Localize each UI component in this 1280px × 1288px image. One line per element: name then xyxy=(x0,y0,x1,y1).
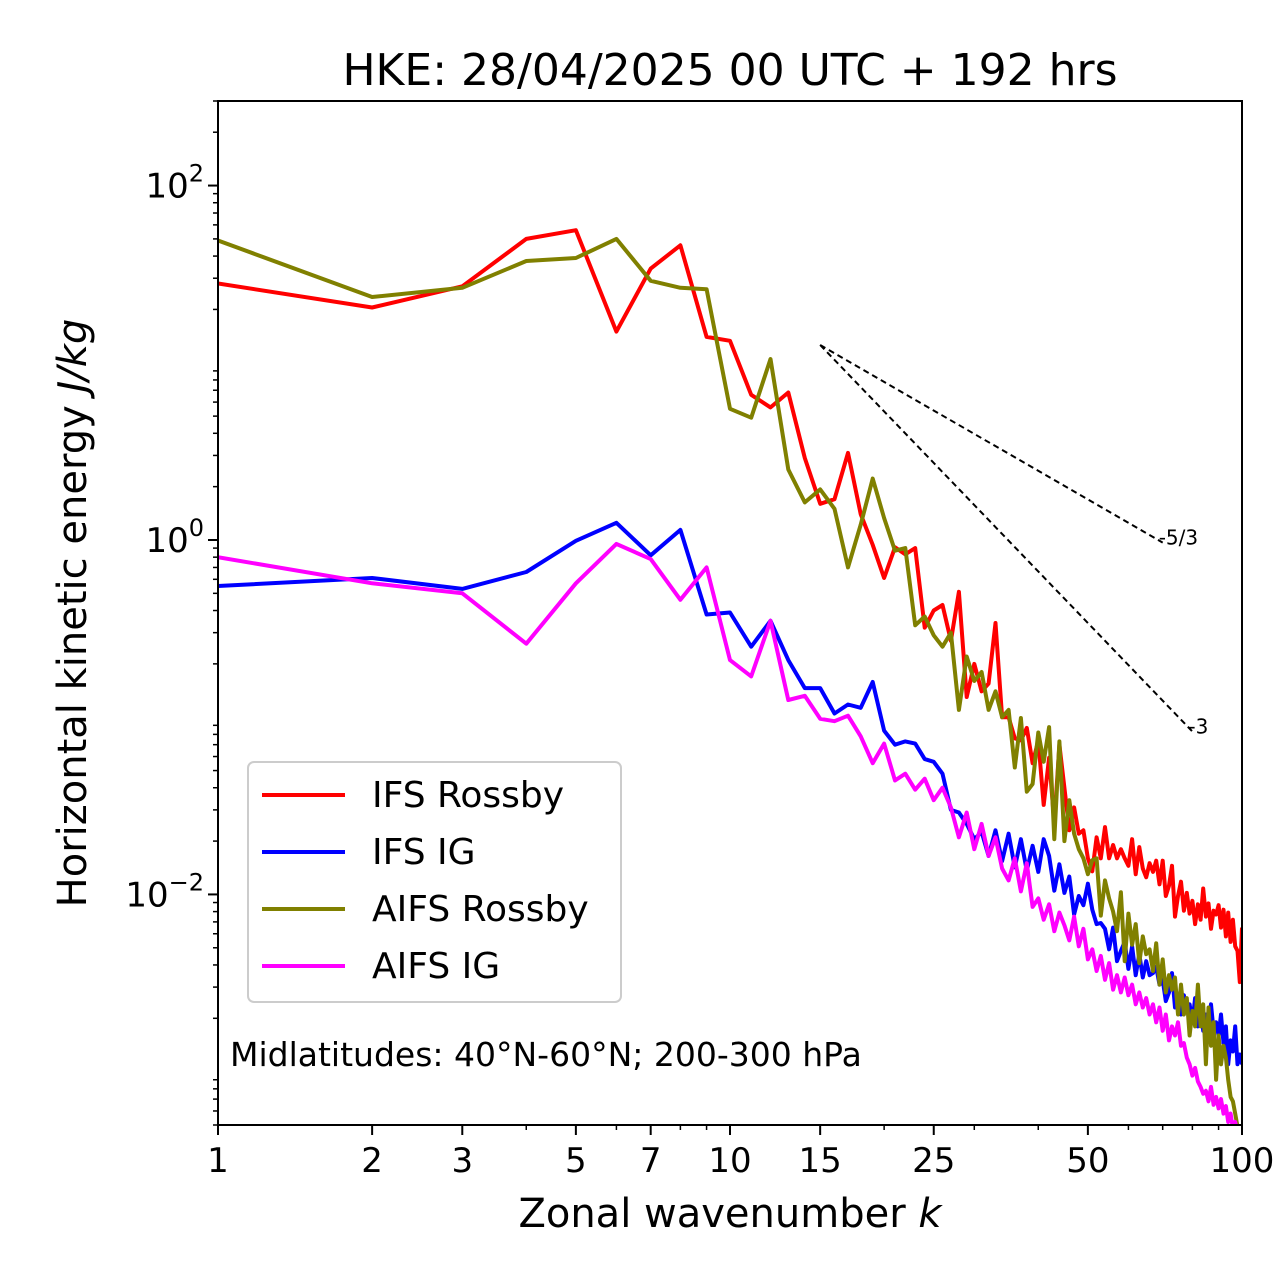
x-tick-label: 15 xyxy=(799,1141,842,1181)
y-axis: 102 100 10−2 xyxy=(125,100,218,1126)
legend-items: IFS Rossby IFS IG AIFS Rossby AIFS IG xyxy=(262,775,589,987)
y-tick-label: 100 xyxy=(145,514,204,561)
series-line-aifs-ig xyxy=(218,541,1238,1125)
reference-lines: -5/3 -3 xyxy=(819,344,1208,739)
x-tick-label: 10 xyxy=(708,1141,751,1181)
reference-slope-line xyxy=(819,344,1164,544)
reference-slope-label: -5/3 xyxy=(1159,526,1198,550)
reference-slope-line xyxy=(819,344,1194,733)
x-tick-label: 5 xyxy=(565,1141,587,1181)
legend-box xyxy=(247,761,622,1003)
x-axis: 1 2 3 5 7 10 15 25 50 100 xyxy=(207,1125,1274,1181)
x-tick-label: 100 xyxy=(1210,1141,1275,1181)
x-tick-label: 2 xyxy=(361,1141,383,1181)
x-axis-label: Zonal wavenumber k xyxy=(518,1191,943,1237)
x-tick-label: 25 xyxy=(912,1141,955,1181)
series-line-aifs-rossby xyxy=(218,236,1240,1125)
region-annotation: Midlatitudes: 40°N-60°N; 200-300 hPa xyxy=(230,1035,862,1074)
x-tick-label: 3 xyxy=(451,1141,473,1181)
series-layer xyxy=(218,228,1242,1125)
chart-title: HKE: 28/04/2025 00 UTC + 192 hrs xyxy=(342,45,1117,96)
y-tick-label: 102 xyxy=(145,160,204,207)
legend: IFS Rossby IFS IG AIFS Rossby AIFS IG xyxy=(247,761,622,1003)
x-tick-label: 50 xyxy=(1066,1141,1109,1181)
x-tick-label: 1 xyxy=(207,1141,229,1181)
legend-label: IFS Rossby xyxy=(372,775,564,816)
y-axis-label: Horizontal kinetic energy J/kg xyxy=(50,319,96,908)
reference-slope-label: -3 xyxy=(1188,715,1208,739)
x-tick-label: 7 xyxy=(640,1141,662,1181)
legend-label: AIFS Rossby xyxy=(372,889,589,930)
y-tick-label: 10−2 xyxy=(125,868,204,915)
legend-label: IFS IG xyxy=(372,832,476,873)
legend-label: AIFS IG xyxy=(372,946,500,987)
